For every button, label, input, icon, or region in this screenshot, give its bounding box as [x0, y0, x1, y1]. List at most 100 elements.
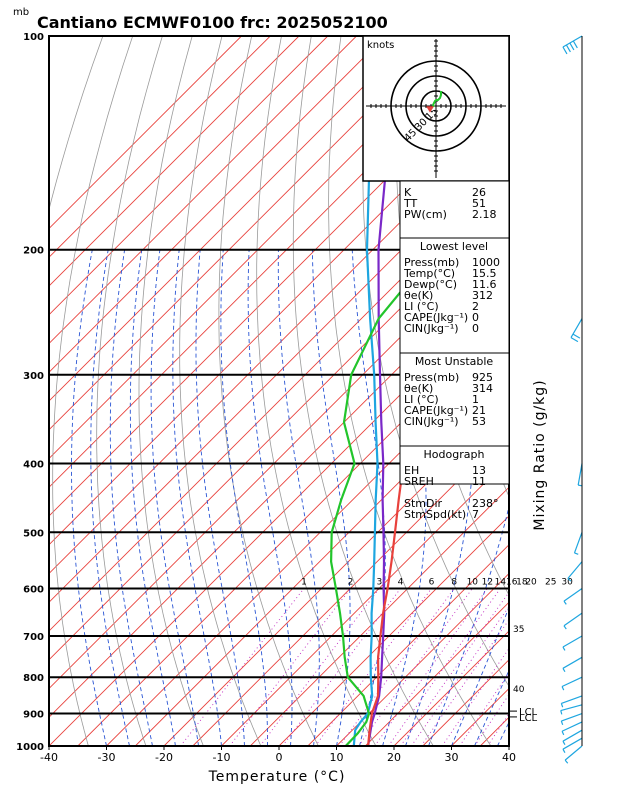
- isotherm: [49, 36, 242, 230]
- index-value: 1000: [472, 256, 500, 269]
- hodograph-unit: knots: [367, 40, 394, 51]
- mixing-ratio-axis-label: Mixing Ratio (g/kg): [532, 379, 548, 530]
- wind-barb-feather: [572, 40, 578, 49]
- mixing-ratio-label: 12: [482, 577, 493, 587]
- storm-motion-marker: [426, 106, 434, 113]
- wind-barb: [561, 695, 583, 704]
- wind-barb-feather: [563, 600, 567, 605]
- mixing-ratio-label: 2: [348, 577, 354, 587]
- isotherm: [567, 36, 618, 746]
- isotherm: [508, 745, 509, 746]
- mixing-ratio-line: [282, 588, 401, 746]
- wind-barb-feather: [560, 720, 564, 726]
- mixing-ratio-label: 20: [525, 577, 537, 587]
- moist-adiabat: [129, 249, 176, 746]
- x-tick-label: -20: [155, 751, 173, 764]
- mixing-ratio-label: 4: [398, 577, 404, 587]
- section-header: Lowest level: [420, 240, 488, 253]
- pressure-tick-label: 300: [23, 371, 44, 382]
- temperature-line: [367, 264, 509, 746]
- mixing-ratio-label: 8: [451, 577, 457, 587]
- wind-barb: [562, 729, 583, 742]
- x-tick-label: 10: [330, 751, 344, 764]
- wind-barb-feather: [562, 46, 568, 55]
- dry-adiabat: [256, 36, 377, 746]
- dry-adiabat: [292, 36, 434, 746]
- lcl-label: LCL: [519, 707, 538, 718]
- isotherm: [49, 170, 509, 632]
- wind-barb-feather: [562, 646, 566, 651]
- wind-barb: [560, 704, 583, 712]
- mixing-ratio-label: 25: [545, 577, 556, 587]
- mixing-ratio-label: 1: [301, 577, 307, 587]
- wind-barb: [561, 676, 583, 688]
- isotherm: [49, 227, 509, 690]
- index-label: EH: [404, 464, 419, 477]
- chart-title: Cantiano ECMWF0100 frc: 2025052100: [37, 13, 388, 32]
- dry-adiabat: [49, 36, 104, 211]
- pressure-tick-label: 800: [23, 673, 44, 684]
- mixing-ratio-line: [411, 605, 509, 746]
- wind-barb-feather: [574, 552, 579, 555]
- isotherm: [163, 400, 509, 746]
- mixing-ratio-label: 35: [513, 625, 524, 635]
- moist-adiabat: [247, 249, 293, 746]
- isotherm: [49, 199, 509, 661]
- index-label: θe(K): [404, 289, 433, 302]
- isotherm: [49, 36, 300, 287]
- dry-adiabat: [362, 36, 509, 688]
- index-label: CAPE(Jkg⁻¹): [404, 311, 468, 324]
- x-tick-label: 40: [502, 751, 516, 764]
- dry-adiabat: [96, 36, 163, 746]
- index-value: 21: [472, 404, 486, 417]
- wind-barb: [563, 587, 583, 602]
- pressure-unit: mb: [13, 7, 29, 18]
- index-value: 7: [472, 508, 479, 521]
- index-value: 51: [472, 197, 486, 210]
- isotherm: [336, 572, 509, 746]
- index-value: 1: [472, 393, 479, 406]
- index-label: Temp(°C): [403, 267, 455, 280]
- index-label: Press(mb): [404, 256, 459, 269]
- index-value: 925: [472, 371, 493, 384]
- index-label: Press(mb): [404, 371, 459, 384]
- index-value: 26: [472, 186, 486, 199]
- isotherm: [49, 36, 357, 345]
- section-header: Most Unstable: [415, 355, 494, 368]
- index-label: K: [404, 186, 412, 199]
- mixing-ratio-label: 6: [429, 577, 435, 587]
- pressure-tick-label: 700: [23, 632, 44, 643]
- isotherm: [49, 36, 386, 373]
- pressure-tick-label: 600: [23, 584, 44, 595]
- isotherm: [49, 36, 329, 316]
- index-label: PW(cm): [404, 208, 447, 221]
- x-tick-label: -30: [98, 751, 116, 764]
- index-label: Dewp(°C): [404, 278, 457, 291]
- mixing-ratio-line: [259, 588, 380, 746]
- lcl-label: LCL: [519, 713, 538, 724]
- index-label: θe(K): [404, 382, 433, 395]
- mixing-ratio-line: [459, 672, 509, 746]
- mixing-ratio-label: 16: [506, 577, 518, 587]
- wind-barb: [561, 721, 583, 732]
- wind-barb-feather: [565, 44, 571, 53]
- mixing-ratio-line: [388, 588, 501, 746]
- wind-barb-feather: [562, 740, 566, 745]
- index-value: 2.18: [472, 208, 497, 221]
- wind-barb: [562, 635, 583, 648]
- isotherm: [192, 429, 509, 746]
- pressure-tick-label: 500: [23, 528, 44, 539]
- mixing-ratio-line: [487, 712, 509, 746]
- wind-barb-feather: [570, 337, 579, 343]
- moist-adiabat: [497, 721, 509, 746]
- wind-barb: [562, 35, 583, 48]
- isotherm: [49, 36, 415, 402]
- index-value: 312: [472, 289, 493, 302]
- wind-barb: [562, 737, 583, 750]
- dry-adiabat: [218, 36, 319, 746]
- isotherm: [49, 36, 472, 460]
- moist-adiabat: [351, 249, 386, 746]
- wind-barb: [564, 745, 583, 761]
